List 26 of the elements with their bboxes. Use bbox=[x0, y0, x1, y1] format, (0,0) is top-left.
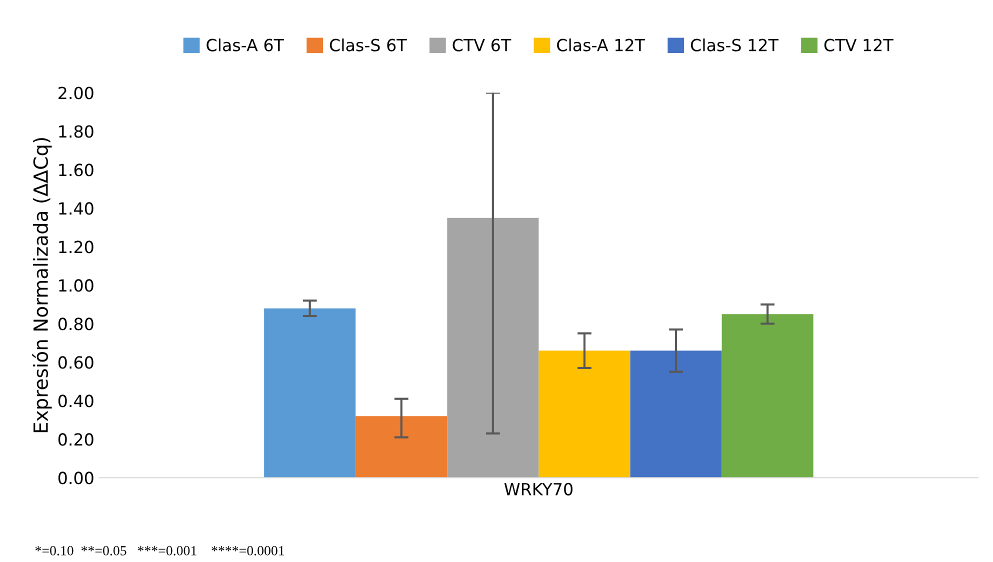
bar bbox=[630, 350, 722, 478]
y-tick-label: 1.40 bbox=[59, 202, 94, 215]
y-tick-label: 1.80 bbox=[59, 125, 94, 138]
legend-label: Clas-S 12T bbox=[690, 38, 779, 52]
y-tick-label: 0.40 bbox=[58, 394, 94, 408]
y-tick-label: 1.60 bbox=[59, 164, 94, 176]
legend-label: CTV 12T bbox=[824, 38, 894, 52]
y-tick-label: 1.20 bbox=[59, 240, 94, 254]
legend-label: Clas-A 6T bbox=[206, 38, 284, 52]
text: *=0.10 **=0.05 ***=0.001 ****=0.0001 bbox=[35, 546, 284, 556]
legend-label: CTV 6T bbox=[452, 38, 512, 52]
bar bbox=[447, 218, 539, 478]
y-tick-label: 0.20 bbox=[58, 433, 94, 446]
bar bbox=[264, 308, 356, 478]
bar bbox=[722, 314, 814, 478]
bar bbox=[356, 416, 448, 478]
y-axis-title: Expresión Normalizada (ΔΔCq) bbox=[32, 138, 52, 432]
y-tick-label: 2.00 bbox=[58, 86, 94, 100]
y-tick-label: 0.80 bbox=[58, 318, 94, 330]
y-tick-label: 1.00 bbox=[59, 279, 94, 292]
bar bbox=[538, 350, 630, 478]
legend-label: Clas-A 12T bbox=[557, 38, 646, 52]
legend-label: Clas-S 6T bbox=[330, 38, 407, 52]
x-tick-label: WRKY70 bbox=[504, 482, 572, 496]
y-tick-label: 0.60 bbox=[58, 356, 94, 369]
y-tick-label: 0.00 bbox=[58, 472, 94, 484]
